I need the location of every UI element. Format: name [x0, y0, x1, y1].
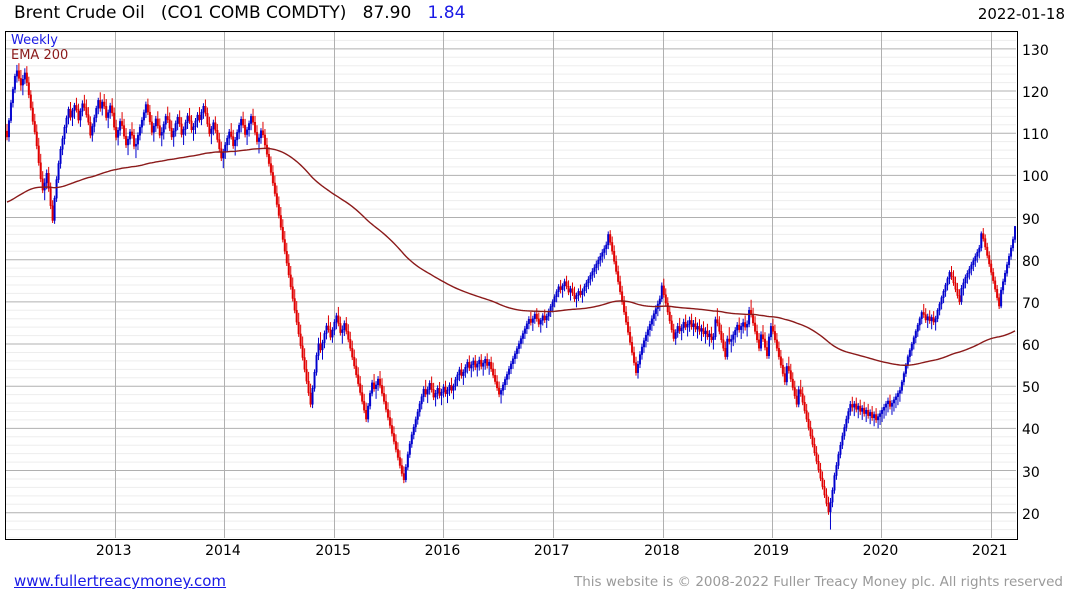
- y-axis-tick-label: 110: [1022, 127, 1049, 144]
- copyright-notice: This website is © 2008-2022 Fuller Treac…: [574, 574, 1063, 590]
- y-axis-tick-label: 40: [1022, 422, 1040, 439]
- y-axis-tick-label: 80: [1022, 253, 1040, 270]
- y-axis-tick-label: 70: [1022, 295, 1040, 312]
- page-title: Brent Crude Oil (CO1 COMB COMDTY) 87.90 …: [14, 3, 465, 23]
- chart-date: 2022-01-18: [977, 5, 1065, 23]
- x-axis-tick-label: 2016: [424, 543, 461, 559]
- candlestick-series: [6, 63, 1016, 530]
- ema200-line: [6, 147, 1016, 366]
- y-axis: 20 30 40 50 60 70 80 90 100 110 120 130: [1022, 31, 1072, 540]
- gridlines-minor: [6, 32, 1016, 538]
- chart-header: Brent Crude Oil (CO1 COMB COMDTY) 87.90 …: [0, 0, 1075, 28]
- y-axis-tick-label: 120: [1022, 85, 1049, 102]
- y-axis-tick-label: 50: [1022, 380, 1040, 397]
- x-axis-tick-label: 2019: [753, 543, 789, 559]
- gridlines-vertical: [115, 32, 992, 538]
- plot-area: [5, 31, 1018, 540]
- x-axis-tick-label: 2017: [533, 543, 570, 559]
- x-axis: 2013 2014 2015 2016 2017 2018 2019 2020 2021: [5, 543, 1018, 565]
- price-chart-svg: [6, 32, 1016, 538]
- x-axis-tick-label: 2013: [95, 543, 132, 559]
- y-axis-tick-label: 90: [1022, 211, 1040, 228]
- instrument-ticker: (CO1 COMB COMDTY): [160, 3, 347, 23]
- x-axis-tick-label: 2014: [205, 543, 241, 559]
- site-url-link[interactable]: www.fullertreacymoney.com: [14, 572, 227, 590]
- x-axis-tick-label: 2018: [644, 543, 680, 559]
- y-axis-tick-label: 100: [1022, 169, 1049, 186]
- chart-footer: www.fullertreacymoney.com This website i…: [0, 572, 1075, 598]
- x-axis-tick-label: 2021: [971, 543, 1008, 559]
- y-axis-tick-label: 20: [1022, 506, 1040, 523]
- price-change: 1.84: [427, 3, 466, 23]
- last-price: 87.90: [362, 3, 412, 23]
- instrument-name: Brent Crude Oil: [14, 3, 145, 23]
- y-axis-tick-label: 60: [1022, 338, 1040, 355]
- y-axis-tick-label: 30: [1022, 464, 1040, 481]
- x-axis-tick-label: 2020: [862, 543, 899, 559]
- y-axis-tick-label: 130: [1022, 42, 1049, 59]
- x-axis-tick-label: 2015: [315, 543, 351, 559]
